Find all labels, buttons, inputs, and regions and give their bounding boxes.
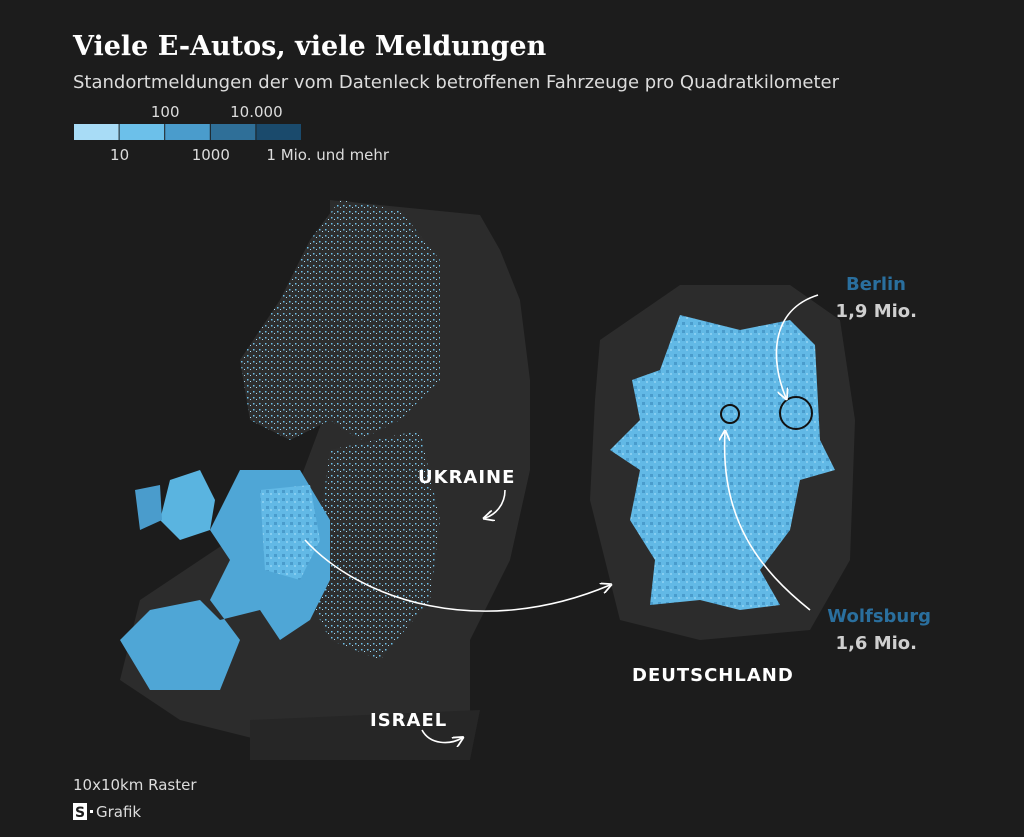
callout-value: 1,9 Mio. xyxy=(836,301,917,322)
footer-source: Grafik xyxy=(96,803,141,821)
legend-label: 1000 xyxy=(192,146,230,164)
label-ukraine: UKRAINE xyxy=(418,467,515,488)
logo-dot xyxy=(90,810,93,813)
legend-label: 10 xyxy=(110,146,129,164)
logo-box xyxy=(73,803,87,820)
legend-label: 1 Mio. und mehr xyxy=(266,146,390,164)
legend-swatch xyxy=(165,124,210,140)
callout-value: 1,6 Mio. xyxy=(836,633,917,654)
legend-label: 10.000 xyxy=(230,103,283,121)
germany-inset xyxy=(590,285,855,640)
label-germany: DEUTSCHLAND xyxy=(632,665,794,686)
legend-label: 100 xyxy=(151,103,180,121)
label-israel: ISRAEL xyxy=(370,710,447,731)
europe-map xyxy=(120,200,530,760)
legend-swatch xyxy=(256,124,301,140)
legend-swatch xyxy=(119,124,165,140)
legend: 10 100 1000 10.000 1 Mio. und mehr xyxy=(74,103,390,164)
legend-swatch xyxy=(74,124,119,140)
footer-note: 10x10km Raster xyxy=(73,776,197,794)
title: Viele E-Autos, viele Meldungen xyxy=(72,31,547,62)
logo: S xyxy=(75,805,85,821)
callout-city: Wolfsburg xyxy=(827,606,931,627)
legend-swatch xyxy=(210,124,256,140)
callout-city: Berlin xyxy=(846,274,906,295)
subtitle: Standortmeldungen der vom Datenleck betr… xyxy=(73,72,840,93)
